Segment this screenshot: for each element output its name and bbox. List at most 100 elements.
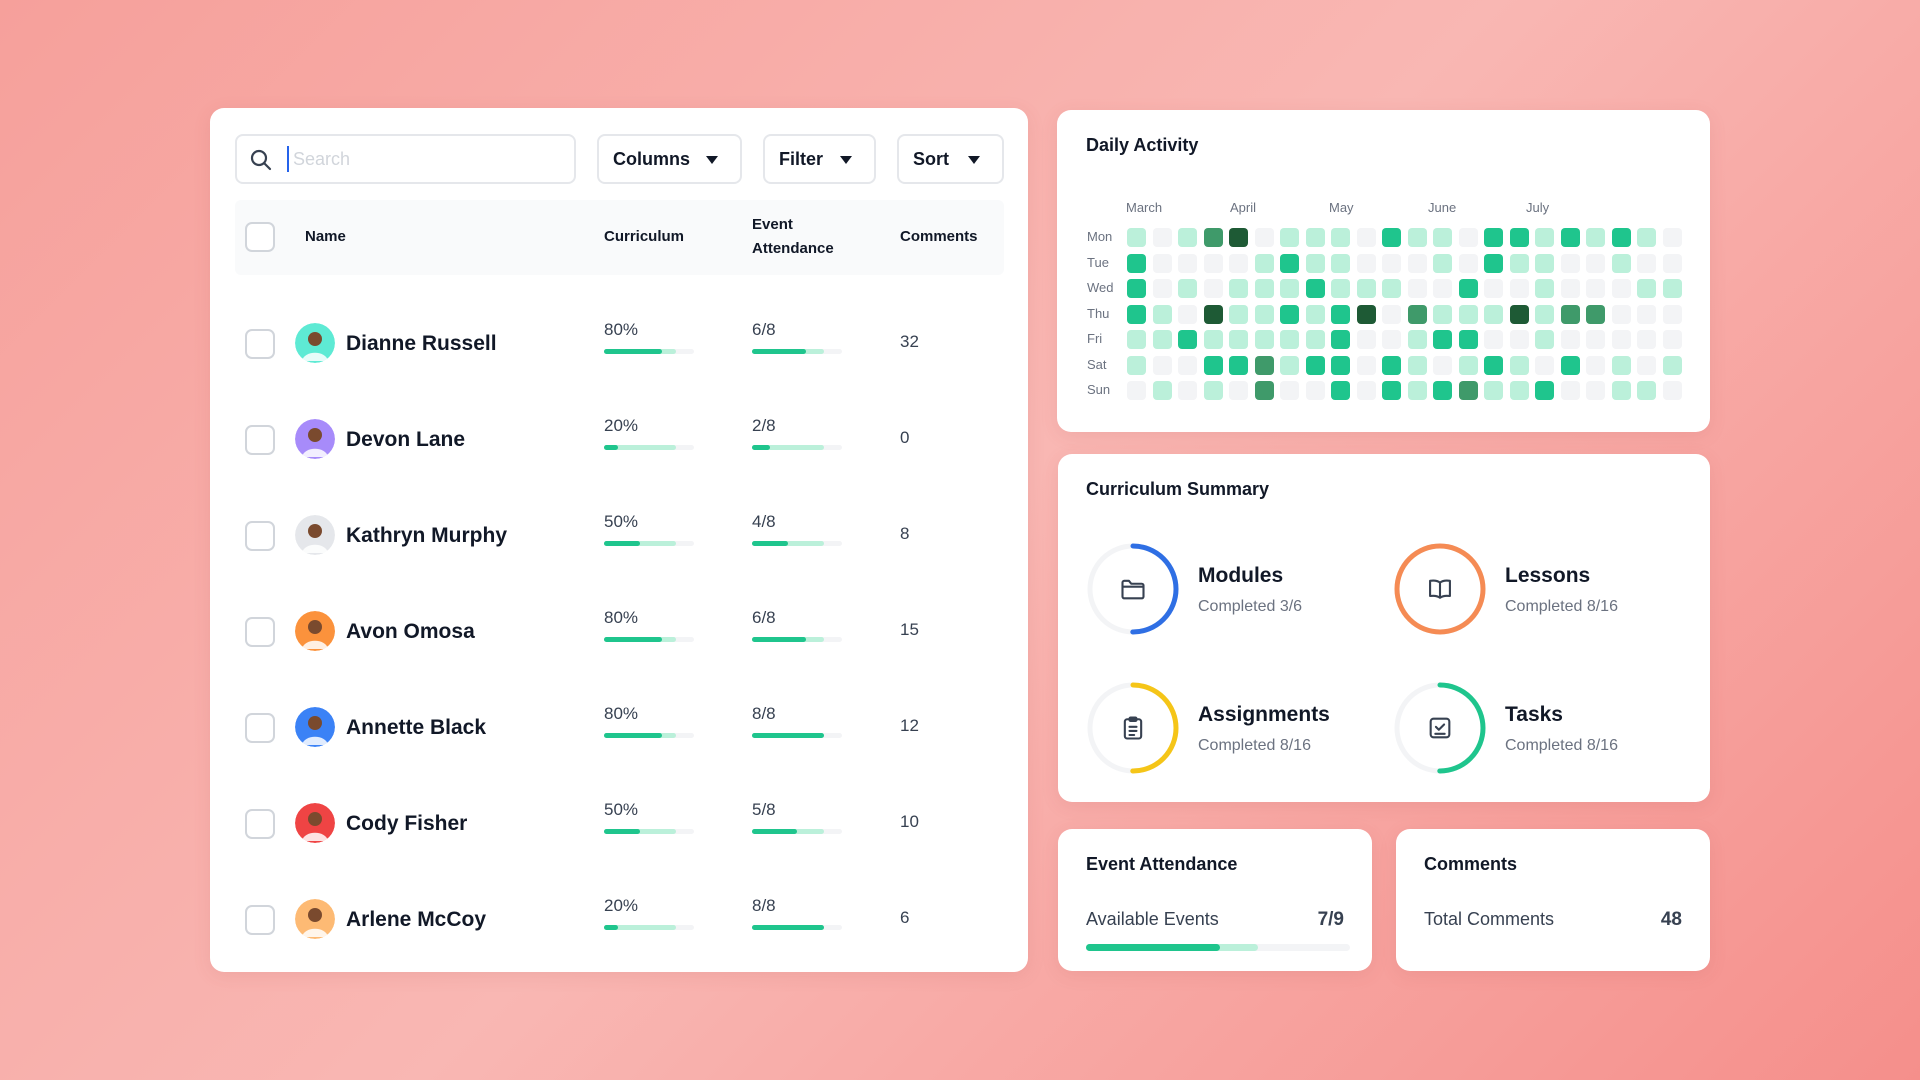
participant-name[interactable]: Dianne Russell: [346, 332, 497, 355]
activity-cell[interactable]: [1178, 381, 1197, 400]
activity-cell[interactable]: [1178, 253, 1197, 273]
activity-cell[interactable]: [1280, 304, 1299, 324]
search-input[interactable]: [287, 146, 567, 172]
activity-cell[interactable]: [1331, 279, 1350, 298]
activity-cell[interactable]: [1152, 228, 1172, 247]
activity-cell[interactable]: [1229, 279, 1248, 298]
activity-cell[interactable]: [1280, 381, 1299, 400]
activity-cell[interactable]: [1407, 253, 1427, 273]
activity-cell[interactable]: [1356, 228, 1376, 247]
activity-cell[interactable]: [1229, 304, 1248, 324]
activity-cell[interactable]: [1331, 253, 1350, 273]
table-row[interactable]: Devon Lane 20% 2/8 0: [235, 392, 1004, 488]
activity-cell[interactable]: [1305, 304, 1325, 324]
activity-cell[interactable]: [1152, 381, 1172, 400]
activity-cell[interactable]: [1382, 228, 1401, 247]
activity-cell[interactable]: [1356, 355, 1376, 375]
activity-cell[interactable]: [1178, 355, 1197, 375]
activity-cell[interactable]: [1458, 355, 1478, 375]
activity-cell[interactable]: [1611, 304, 1631, 324]
activity-cell[interactable]: [1203, 228, 1223, 247]
activity-cell[interactable]: [1611, 279, 1631, 298]
activity-cell[interactable]: [1535, 253, 1554, 273]
activity-cell[interactable]: [1484, 381, 1503, 400]
row-checkbox[interactable]: [245, 425, 275, 455]
header-comments[interactable]: Comments: [900, 228, 978, 245]
activity-cell[interactable]: [1229, 330, 1248, 349]
activity-cell[interactable]: [1229, 253, 1248, 273]
activity-cell[interactable]: [1178, 330, 1197, 349]
activity-cell[interactable]: [1305, 253, 1325, 273]
header-name[interactable]: Name: [305, 228, 346, 245]
activity-cell[interactable]: [1611, 228, 1631, 247]
activity-cell[interactable]: [1254, 279, 1274, 298]
activity-cell[interactable]: [1382, 304, 1401, 324]
activity-cell[interactable]: [1662, 304, 1682, 324]
table-row[interactable]: Kathryn Murphy 50% 4/8 8: [235, 488, 1004, 584]
activity-cell[interactable]: [1637, 279, 1656, 298]
activity-cell[interactable]: [1305, 330, 1325, 349]
activity-cell[interactable]: [1458, 253, 1478, 273]
activity-cell[interactable]: [1331, 330, 1350, 349]
activity-cell[interactable]: [1178, 228, 1197, 247]
activity-cell[interactable]: [1560, 330, 1580, 349]
activity-cell[interactable]: [1382, 355, 1401, 375]
activity-cell[interactable]: [1509, 381, 1529, 400]
activity-cell[interactable]: [1254, 228, 1274, 247]
activity-cell[interactable]: [1586, 253, 1605, 273]
activity-cell[interactable]: [1560, 228, 1580, 247]
activity-cell[interactable]: [1586, 279, 1605, 298]
activity-cell[interactable]: [1331, 228, 1350, 247]
activity-cell[interactable]: [1509, 330, 1529, 349]
activity-cell[interactable]: [1280, 279, 1299, 298]
activity-cell[interactable]: [1356, 279, 1376, 298]
summary-modules[interactable]: Modules Completed 3/6: [1086, 542, 1386, 642]
activity-cell[interactable]: [1254, 330, 1274, 349]
activity-cell[interactable]: [1535, 228, 1554, 247]
activity-cell[interactable]: [1586, 330, 1605, 349]
activity-cell[interactable]: [1509, 279, 1529, 298]
row-checkbox[interactable]: [245, 713, 275, 743]
summary-assignments[interactable]: Assignments Completed 8/16: [1086, 681, 1386, 781]
activity-cell[interactable]: [1458, 304, 1478, 324]
activity-cell[interactable]: [1203, 279, 1223, 298]
activity-cell[interactable]: [1203, 253, 1223, 273]
activity-cell[interactable]: [1356, 304, 1376, 324]
activity-cell[interactable]: [1560, 279, 1580, 298]
activity-cell[interactable]: [1484, 253, 1503, 273]
activity-cell[interactable]: [1535, 304, 1554, 324]
activity-cell[interactable]: [1433, 381, 1452, 400]
summary-lessons[interactable]: Lessons Completed 8/16: [1393, 542, 1693, 642]
activity-cell[interactable]: [1331, 355, 1350, 375]
activity-cell[interactable]: [1433, 279, 1452, 298]
activity-cell[interactable]: [1152, 330, 1172, 349]
participant-name[interactable]: Cody Fisher: [346, 812, 468, 835]
activity-cell[interactable]: [1484, 304, 1503, 324]
activity-cell[interactable]: [1458, 381, 1478, 400]
activity-cell[interactable]: [1203, 355, 1223, 375]
activity-cell[interactable]: [1458, 279, 1478, 298]
activity-cell[interactable]: [1254, 304, 1274, 324]
activity-cell[interactable]: [1407, 355, 1427, 375]
activity-cell[interactable]: [1203, 330, 1223, 349]
search-box[interactable]: [235, 134, 576, 184]
activity-cell[interactable]: [1586, 381, 1605, 400]
activity-cell[interactable]: [1509, 253, 1529, 273]
participant-name[interactable]: Avon Omosa: [346, 620, 475, 643]
activity-cell[interactable]: [1484, 355, 1503, 375]
activity-cell[interactable]: [1637, 381, 1656, 400]
activity-cell[interactable]: [1586, 304, 1605, 324]
activity-cell[interactable]: [1382, 330, 1401, 349]
activity-cell[interactable]: [1611, 330, 1631, 349]
activity-cell[interactable]: [1152, 355, 1172, 375]
table-row[interactable]: Cody Fisher 50% 5/8 10: [235, 776, 1004, 872]
activity-cell[interactable]: [1662, 279, 1682, 298]
activity-cell[interactable]: [1662, 381, 1682, 400]
activity-cell[interactable]: [1637, 330, 1656, 349]
activity-cell[interactable]: [1458, 228, 1478, 247]
participant-name[interactable]: Arlene McCoy: [346, 908, 487, 931]
activity-cell[interactable]: [1586, 228, 1605, 247]
activity-cell[interactable]: [1637, 304, 1656, 324]
activity-cell[interactable]: [1127, 228, 1146, 247]
filter-button[interactable]: Filter: [763, 134, 876, 184]
